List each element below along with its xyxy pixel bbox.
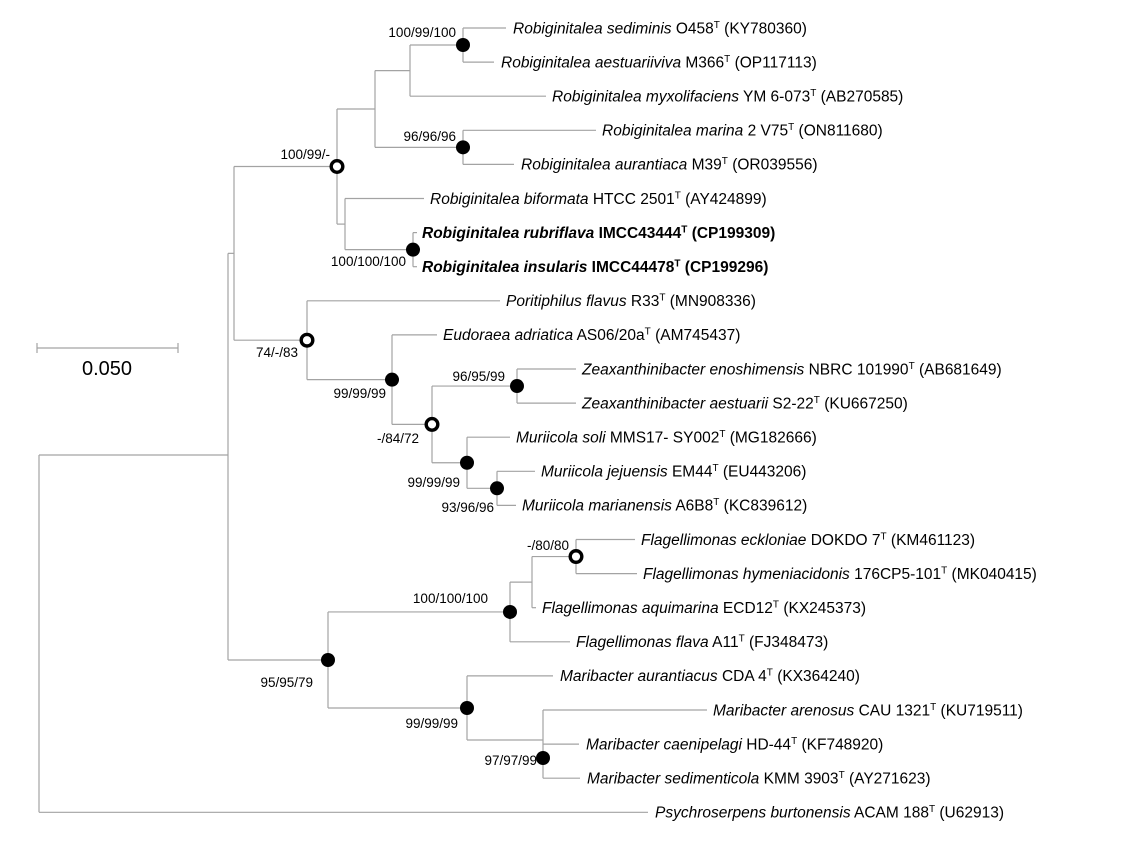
open-node-icon <box>568 549 584 565</box>
filled-node-icon <box>490 481 504 496</box>
open-node-icon <box>329 158 345 174</box>
filled-node-icon <box>321 653 335 667</box>
filled-node-icon <box>460 455 474 470</box>
bootstrap-label: 100/100/100 <box>331 254 406 269</box>
bootstrap-label: -/84/72 <box>377 431 419 446</box>
filled-node-icon <box>503 604 517 619</box>
taxon-label: Robiginitalea aestuariiviva M366T (OP117… <box>501 54 817 72</box>
bootstrap-label: -/80/80 <box>527 538 569 553</box>
taxon-label: Zeaxanthinibacter enoshimensis NBRC 1019… <box>581 361 1002 379</box>
taxon-label: Robiginitalea sediminis O458T (KY780360) <box>513 20 807 38</box>
filled-node-icon <box>510 379 524 394</box>
bootstrap-label: 99/99/99 <box>333 386 386 401</box>
bootstrap-label: 96/95/99 <box>452 369 505 384</box>
taxon-label: Robiginitalea rubriflava IMCC43444T (CP1… <box>422 224 775 242</box>
taxon-label: Poritiphilus flavus R33T (MN908336) <box>506 293 756 311</box>
bootstrap-label: 99/99/99 <box>407 475 460 490</box>
bootstrap-label: 97/97/99 <box>484 753 537 768</box>
taxon-label: Robiginitalea insularis IMCC44478T (CP19… <box>422 259 768 277</box>
bootstrap-label: 100/100/100 <box>413 591 488 606</box>
taxon-label: Robiginitalea aurantiaca M39T (OR039556) <box>521 156 818 174</box>
bootstrap-label: 100/99/100 <box>388 25 456 40</box>
scale-bar-label: 0.050 <box>82 358 132 380</box>
open-node-icon <box>424 416 440 432</box>
taxon-label: Eudoraea adriatica AS06/20aT (AM745437) <box>443 327 740 345</box>
taxon-label: Psychroserpens burtonensis ACAM 188T (U6… <box>655 804 1004 822</box>
taxon-label: Flagellimonas aquimarina ECD12T (KX24537… <box>542 600 866 618</box>
bootstrap-label: 96/96/96 <box>403 129 456 144</box>
taxon-label: Zeaxanthinibacter aestuarii S2-22T (KU66… <box>581 395 908 413</box>
taxon-label: Robiginitalea myxolifaciens YM 6-073T (A… <box>552 88 903 106</box>
taxon-label: Robiginitalea marina 2 V75T (ON811680) <box>602 122 883 140</box>
taxon-label: Muriicola soli MMS17- SY002T (MG182666) <box>516 429 817 447</box>
taxon-label: Flagellimonas hymeniacidonis 176CP5-101T… <box>643 565 1037 583</box>
filled-node-icon <box>456 38 470 52</box>
taxon-label: Maribacter arenosus CAU 1321T (KU719511) <box>713 702 1023 720</box>
taxon-label: Muriicola jejuensis EM44T (EU443206) <box>541 463 806 481</box>
taxon-label: Robiginitalea biformata HTCC 2501T (AY42… <box>430 190 767 208</box>
filled-node-icon <box>536 751 550 765</box>
taxon-label: Muriicola marianensis A6B8T (KC839612) <box>522 497 807 515</box>
filled-node-icon <box>406 242 420 257</box>
taxon-label: Maribacter aurantiacus CDA 4T (KX364240) <box>560 668 860 686</box>
bootstrap-label: 100/99/- <box>280 147 330 162</box>
taxon-label: Maribacter caenipelagi HD-44T (KF748920) <box>586 736 883 754</box>
filled-node-icon <box>456 140 470 155</box>
bootstrap-label: 99/99/99 <box>405 716 458 731</box>
taxon-label: Flagellimonas eckloniae DOKDO 7T (KM4611… <box>641 531 975 549</box>
taxon-label: Maribacter sedimenticola KMM 3903T (AY27… <box>587 770 931 788</box>
filled-node-icon <box>385 372 399 387</box>
filled-node-icon <box>460 701 474 715</box>
bootstrap-label: 93/96/96 <box>441 500 494 515</box>
bootstrap-label: 74/-/83 <box>256 345 298 360</box>
bootstrap-label: 95/95/79 <box>260 675 313 690</box>
taxon-label: Flagellimonas flava A11T (FJ348473) <box>576 634 828 652</box>
open-node-icon <box>299 332 315 348</box>
